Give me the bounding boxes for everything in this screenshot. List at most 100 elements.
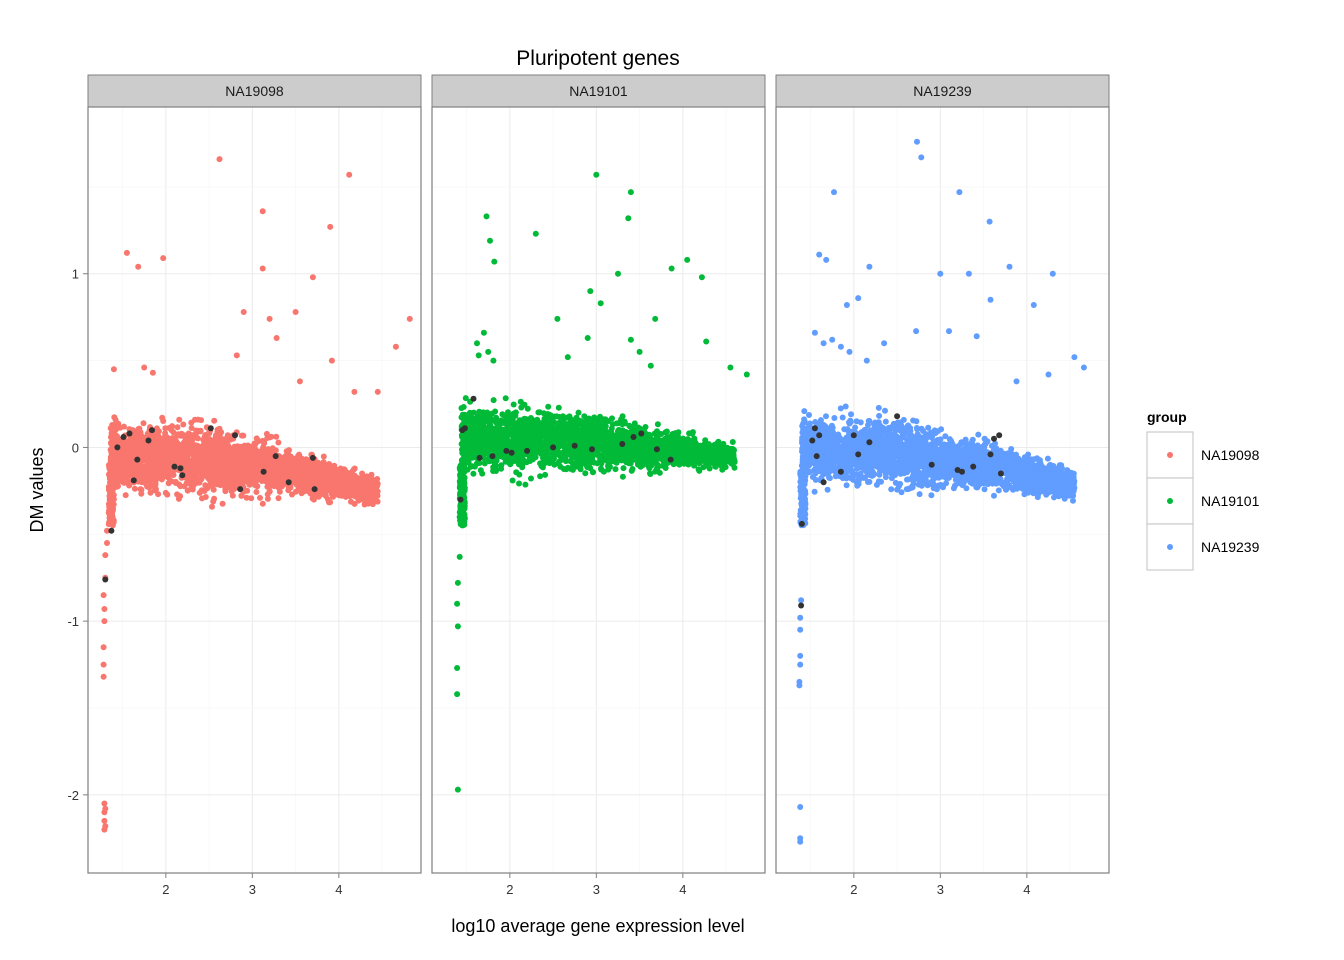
data-point xyxy=(112,416,119,423)
data-point xyxy=(131,485,138,492)
data-point xyxy=(130,444,137,451)
data-point xyxy=(356,484,363,491)
data-point xyxy=(524,405,531,412)
data-point xyxy=(654,421,661,428)
data-point xyxy=(206,483,213,489)
highlight-point xyxy=(207,425,214,432)
data-point xyxy=(132,450,139,457)
data-point xyxy=(259,208,266,215)
facet-strip-label: NA19098 xyxy=(225,83,284,99)
data-point xyxy=(154,463,161,470)
highlight-point xyxy=(272,453,279,460)
data-point xyxy=(117,424,124,431)
data-point xyxy=(284,457,291,464)
data-point xyxy=(361,483,368,490)
data-point xyxy=(117,465,123,471)
data-point xyxy=(575,409,582,416)
data-point xyxy=(250,478,257,484)
data-point xyxy=(225,456,232,463)
data-point xyxy=(349,491,356,498)
data-point xyxy=(178,449,185,455)
data-point xyxy=(101,817,108,824)
highlight-point xyxy=(120,434,127,440)
data-point xyxy=(141,364,148,371)
highlight-point xyxy=(114,444,121,451)
data-point xyxy=(160,255,167,262)
data-point xyxy=(244,479,251,486)
data-point xyxy=(101,606,108,612)
data-point xyxy=(555,404,562,411)
data-point xyxy=(170,429,177,436)
data-point xyxy=(264,483,271,490)
data-point xyxy=(351,388,358,395)
data-point xyxy=(100,673,107,680)
data-point xyxy=(539,464,546,471)
data-point xyxy=(288,465,295,472)
data-point xyxy=(162,430,169,437)
data-point xyxy=(106,511,113,518)
data-point xyxy=(138,440,145,447)
data-point xyxy=(327,499,334,506)
data-point xyxy=(119,453,125,460)
data-point xyxy=(600,468,607,475)
data-point xyxy=(221,436,228,443)
data-point xyxy=(129,471,136,478)
data-point xyxy=(507,461,514,468)
data-point xyxy=(259,265,266,272)
data-point xyxy=(122,492,129,499)
data-point xyxy=(366,498,373,505)
data-point xyxy=(249,466,256,472)
data-point xyxy=(273,433,280,440)
data-point xyxy=(317,462,323,469)
facet-strip xyxy=(87,74,422,108)
data-point xyxy=(210,498,217,505)
data-point xyxy=(232,444,238,451)
data-point xyxy=(517,398,524,405)
x-tick-label: 2 xyxy=(162,882,169,897)
data-point xyxy=(110,366,117,373)
data-point xyxy=(228,479,235,486)
data-point xyxy=(102,805,109,812)
data-point xyxy=(169,423,176,430)
data-point xyxy=(328,471,335,478)
data-point xyxy=(188,425,195,431)
data-point xyxy=(147,489,154,496)
data-point xyxy=(193,474,200,480)
highlight-point xyxy=(126,430,133,437)
data-point xyxy=(138,490,145,497)
highlight-point xyxy=(232,432,238,439)
data-point xyxy=(184,487,191,494)
data-point xyxy=(214,471,221,478)
data-point xyxy=(221,480,228,487)
data-point xyxy=(147,461,154,468)
data-point xyxy=(184,468,191,475)
data-point xyxy=(510,401,517,408)
data-point xyxy=(217,460,224,467)
data-point xyxy=(170,444,177,451)
highlight-point xyxy=(177,465,184,472)
data-point xyxy=(315,493,321,500)
data-point xyxy=(110,480,117,487)
data-point xyxy=(589,419,596,426)
data-point xyxy=(731,464,738,471)
data-point xyxy=(178,431,185,438)
data-point xyxy=(269,448,276,455)
data-point xyxy=(374,482,381,489)
data-point xyxy=(162,425,169,432)
chart-title: Pluripotent genes xyxy=(516,47,679,70)
data-point xyxy=(296,378,303,385)
data-point xyxy=(199,455,206,462)
data-point xyxy=(215,434,222,440)
data-point xyxy=(542,471,549,478)
data-point xyxy=(102,823,109,830)
highlight-point xyxy=(285,479,292,486)
highlight-point xyxy=(145,437,152,444)
data-point xyxy=(325,487,332,494)
data-point xyxy=(224,432,231,439)
data-point xyxy=(612,466,619,473)
data-point xyxy=(286,447,292,454)
data-point xyxy=(168,436,175,443)
data-point xyxy=(619,413,626,420)
